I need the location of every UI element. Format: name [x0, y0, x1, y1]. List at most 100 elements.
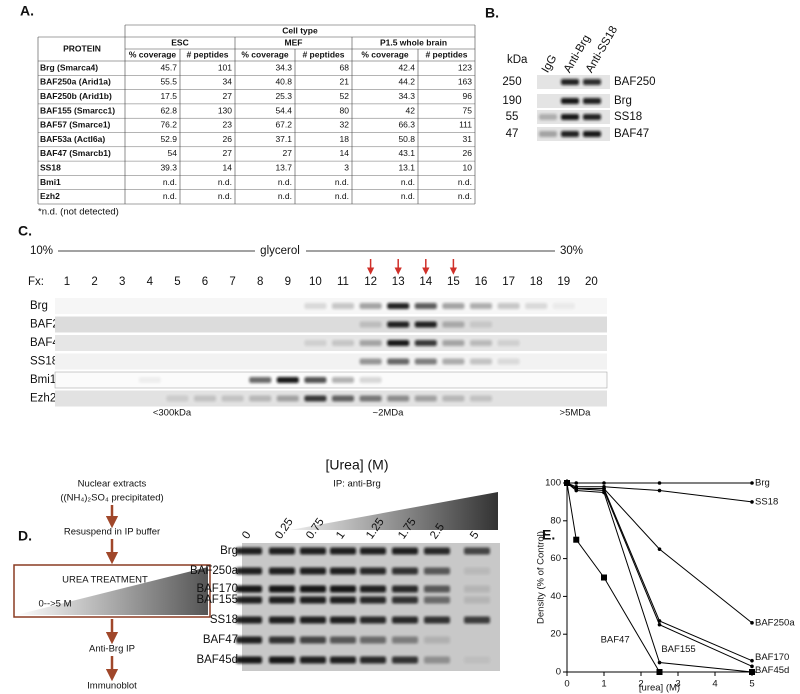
band — [359, 395, 382, 402]
band — [387, 321, 410, 328]
table-cell: 54 — [168, 148, 178, 158]
band — [470, 395, 492, 402]
band — [464, 585, 490, 593]
band — [300, 636, 326, 644]
y-tick-label: 80 — [550, 515, 561, 526]
concentration-label: 0 — [240, 529, 254, 541]
table-cell: 62.8 — [160, 105, 177, 115]
band — [424, 596, 450, 604]
table-cell: 13.7 — [275, 163, 292, 173]
band — [392, 636, 418, 644]
table-cell: 67.2 — [275, 120, 292, 130]
table-cell: 66.3 — [398, 120, 415, 130]
band — [525, 303, 548, 309]
band — [269, 567, 295, 575]
fraction-number: 11 — [337, 276, 349, 288]
table-cell: 31 — [463, 134, 473, 144]
table-cell: 123 — [458, 62, 472, 72]
gradient-end: 30% — [560, 245, 583, 257]
point — [657, 660, 662, 665]
band — [269, 616, 295, 624]
blot-protein: Bmi1 — [30, 374, 56, 386]
band — [332, 395, 354, 402]
flow-step: ((NH₄)₂SO₄ precipitated) — [60, 493, 163, 504]
band — [330, 567, 356, 575]
sub-header: % coverage — [241, 49, 289, 59]
band — [442, 340, 465, 346]
band — [424, 656, 450, 664]
band — [194, 395, 216, 402]
y-tick-label: 40 — [550, 591, 561, 602]
gradient-label: glycerol — [260, 245, 300, 257]
table-cell: 42.4 — [398, 62, 415, 72]
x-tick-label: 2 — [638, 679, 643, 690]
concentration-label: 5 — [468, 529, 482, 541]
band — [138, 377, 161, 383]
band — [359, 321, 382, 328]
blot-protein: BAF47 — [614, 128, 649, 140]
fraction-number: 17 — [502, 276, 515, 288]
fraction-number: 7 — [229, 276, 235, 288]
blot-strip — [55, 390, 607, 407]
band — [269, 547, 295, 555]
point — [602, 481, 606, 485]
table-cell: 54.4 — [275, 105, 292, 115]
band — [464, 567, 490, 575]
fraction-number: 9 — [285, 276, 291, 288]
blot-strip — [55, 335, 607, 351]
blot-strip — [55, 316, 607, 333]
series-line — [566, 482, 752, 673]
blot-protein: BAF250 — [614, 76, 656, 88]
band — [392, 567, 418, 575]
band — [300, 567, 326, 575]
table-cell: n.d. — [218, 177, 232, 187]
band — [583, 98, 601, 104]
series-label: BAF250a — [755, 617, 795, 628]
gel-protein: BAF155 — [196, 594, 238, 606]
table-cell: 40.8 — [275, 77, 292, 87]
band — [249, 377, 272, 383]
sub-header: # peptides — [425, 49, 467, 59]
table-cell: 34.3 — [275, 62, 292, 72]
band — [300, 656, 326, 664]
band — [583, 114, 601, 120]
blot-strip — [54, 371, 608, 389]
table-cell: 75 — [463, 105, 473, 115]
blot-protein: SS18 — [30, 356, 58, 368]
table-cell: 14 — [223, 163, 233, 173]
x-tick-label: 3 — [675, 679, 680, 690]
gradient-start: 10% — [30, 245, 53, 257]
band — [269, 585, 295, 593]
band — [330, 616, 356, 624]
table-cell: 130 — [218, 105, 232, 115]
gel-title: [Urea] (M) — [326, 457, 389, 473]
band — [561, 79, 579, 85]
band — [249, 395, 272, 402]
fraction-number: 14 — [419, 276, 432, 288]
panel-label: E. — [542, 527, 555, 543]
band — [470, 303, 492, 309]
sub-header: % coverage — [361, 49, 409, 59]
lane-label: Anti-SS18 — [584, 24, 620, 75]
band — [497, 358, 520, 365]
band — [269, 636, 295, 644]
band — [300, 585, 326, 593]
blot-protein: SS18 — [614, 111, 642, 123]
band — [387, 358, 410, 365]
fraction-number: 20 — [585, 276, 598, 288]
series-label: BAF155 — [661, 644, 695, 655]
blot-protein: Ezh2 — [30, 393, 56, 405]
fraction-number: 6 — [202, 276, 208, 288]
band — [330, 596, 356, 604]
kda-marker: 47 — [506, 128, 519, 140]
band — [359, 303, 382, 309]
table-cell: 80 — [340, 105, 350, 115]
band — [414, 395, 437, 402]
band — [332, 303, 354, 309]
table-cell: 17.5 — [160, 91, 177, 101]
table-cell: 52 — [340, 91, 350, 101]
band — [332, 377, 354, 383]
band — [330, 585, 356, 593]
band — [497, 303, 520, 309]
y-tick-label: 0 — [556, 667, 561, 678]
